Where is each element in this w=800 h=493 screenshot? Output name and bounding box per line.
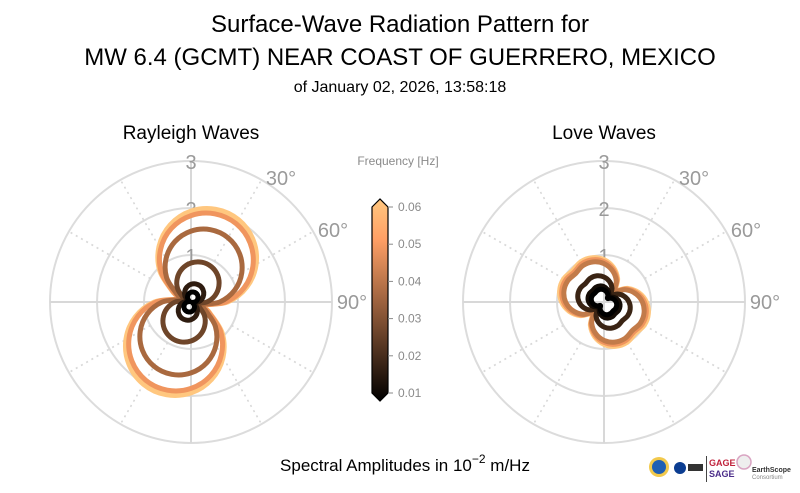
rayleigh-title: Rayleigh Waves xyxy=(123,123,260,144)
radial-tick-label: 3 xyxy=(598,152,609,174)
radial-tick-label: 1 xyxy=(185,246,196,268)
grid-spoke xyxy=(119,179,169,262)
pattern-curves xyxy=(557,255,651,349)
polar-grid xyxy=(462,160,746,444)
radial-tick-label: 2 xyxy=(598,199,609,221)
grid-spoke xyxy=(532,179,582,262)
grid-spoke xyxy=(644,324,727,374)
usgs-logo xyxy=(688,464,703,471)
love-title: Love Waves xyxy=(552,123,656,144)
figure-title-line2: MW 6.4 (GCMT) NEAR COAST OF GUERRERO, ME… xyxy=(84,44,716,71)
colorbar-label: Frequency [Hz] xyxy=(357,154,438,168)
svg-text:EarthScope: EarthScope xyxy=(752,467,791,474)
grid-spoke xyxy=(68,230,151,280)
grid-spoke xyxy=(481,324,564,374)
angle-tick-label: 90° xyxy=(750,292,780,314)
grid-spoke xyxy=(231,324,314,374)
angle-tick-label: 60° xyxy=(731,220,761,242)
pattern-curve-0.04 xyxy=(561,259,647,345)
grid-spoke xyxy=(68,324,151,374)
grid-spoke xyxy=(213,342,263,425)
colorbar-tick-label: 0.01 xyxy=(398,386,422,400)
earthscope-logo: EarthScope Consortium xyxy=(736,454,791,481)
angle-tick-label: 30° xyxy=(266,168,296,190)
grid-spoke xyxy=(626,342,676,425)
angle-tick-label: 60° xyxy=(318,220,348,242)
grid-spoke xyxy=(213,179,263,262)
gage-logo: GAGE xyxy=(709,458,736,468)
radial-tick-label: 3 xyxy=(185,152,196,174)
colorbar-tick-label: 0.04 xyxy=(398,274,422,288)
pattern-curve-0.01 xyxy=(181,289,201,315)
colorbar-bar xyxy=(371,198,389,402)
grid-spoke xyxy=(119,342,169,425)
colorbar-tick-label: 0.05 xyxy=(398,237,422,251)
nsf-logo xyxy=(649,457,669,477)
colorbar-tick-label: 0.02 xyxy=(398,349,422,363)
nasa-logo xyxy=(674,462,686,474)
figure-subtitle: of January 02, 2026, 13:58:18 xyxy=(294,79,507,96)
angle-tick-label: 30° xyxy=(679,168,709,190)
pattern-curves xyxy=(123,206,259,398)
sponsor-logos: GAGE SAGE EarthScope Consortium xyxy=(649,454,791,482)
pattern-curve-0.01 xyxy=(588,286,620,318)
pattern-curve-0.03 xyxy=(575,273,633,331)
bottom-axis-label: Spectral Amplitudes in 10−2 m/Hz xyxy=(280,452,530,475)
colorbar-tick-label: 0.03 xyxy=(398,312,422,326)
grid-spoke xyxy=(481,230,564,280)
grid-spoke xyxy=(644,230,727,280)
pattern-curve-0.04 xyxy=(137,226,245,378)
colorbar: Frequency [Hz] 0.06 0.05 0.04 0.03 0.02 0.01 xyxy=(357,154,439,402)
sage-logo: SAGE xyxy=(709,469,735,479)
colorbar-tick-label: 0.06 xyxy=(398,200,422,214)
svg-text:Consortium: Consortium xyxy=(752,475,783,481)
grid-spoke xyxy=(532,342,582,425)
logo-divider xyxy=(706,456,707,482)
figure-title-line1: Surface-Wave Radiation Pattern for xyxy=(211,11,589,38)
grid-spoke xyxy=(626,179,676,262)
grid-spoke xyxy=(231,230,314,280)
angle-tick-label: 90° xyxy=(337,292,367,314)
